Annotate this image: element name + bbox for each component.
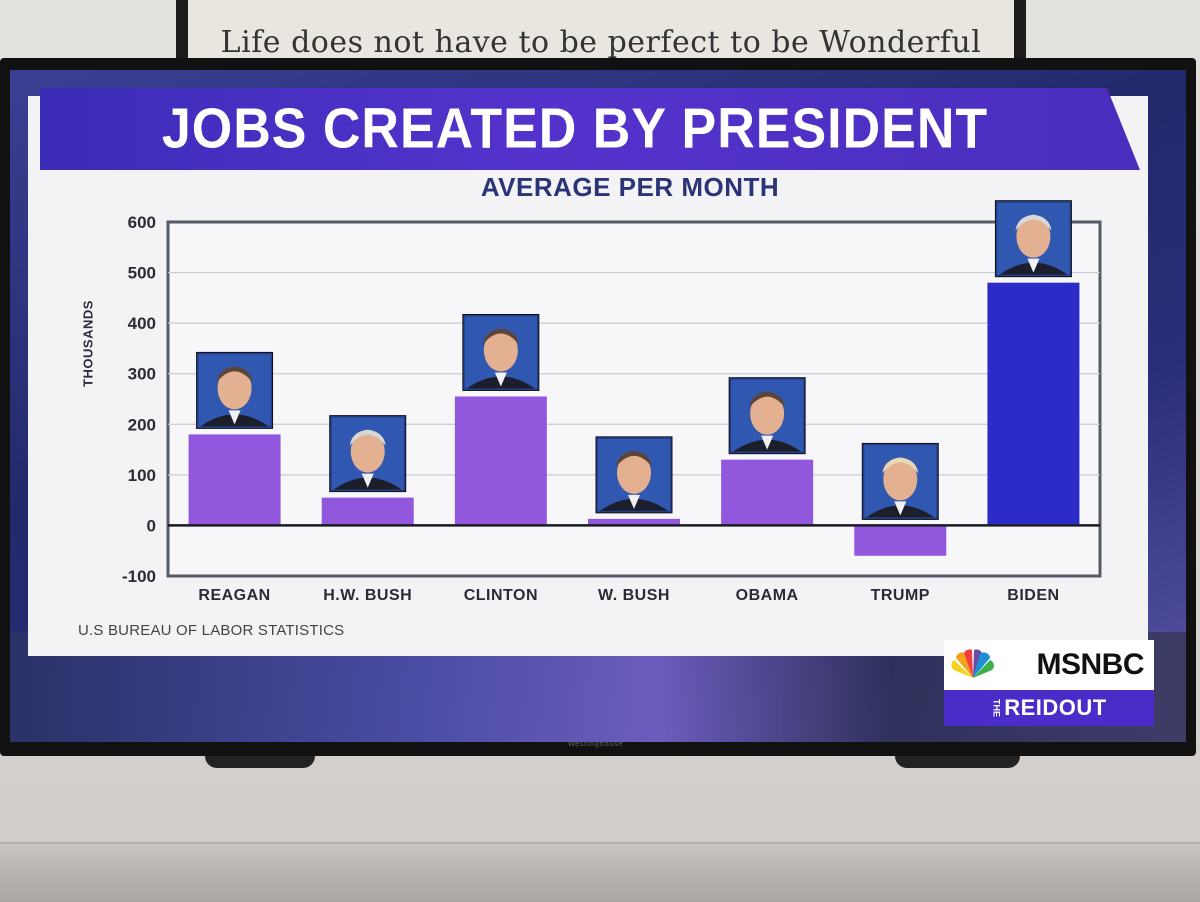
x-category-label: CLINTON <box>464 587 538 604</box>
tv-stand-left <box>205 752 315 768</box>
wall-sign-text: Life does not have to be perfect to be W… <box>220 25 982 60</box>
y-tick-label: 500 <box>128 264 156 283</box>
portrait-face <box>1016 215 1051 258</box>
bar <box>854 525 947 556</box>
show-logo: THE REIDOUT <box>944 690 1154 726</box>
portrait-obama <box>728 377 806 455</box>
show-name: REIDOUT <box>1004 695 1107 720</box>
y-tick-label: 600 <box>128 213 156 232</box>
x-category-label: W. BUSH <box>598 587 670 604</box>
portrait-collar <box>228 410 241 425</box>
portrait-face <box>617 451 651 494</box>
bar <box>721 459 814 526</box>
y-tick-label: 300 <box>128 365 156 384</box>
tv-stand-right <box>895 752 1020 768</box>
y-tick-label: -100 <box>122 567 156 586</box>
bars <box>188 282 1080 556</box>
bar <box>588 518 680 526</box>
chart-subtitle: AVERAGE PER MONTH <box>480 172 780 202</box>
labels: 600 500 400 300 200 100 0 -100 REAGAN H.W. BUSH CL… <box>122 213 1059 604</box>
portrait-reagan <box>196 351 274 429</box>
y-tick-label: 100 <box>128 466 156 485</box>
network-logo-top: MSNBC <box>944 640 1154 690</box>
portrait-collar <box>494 372 507 387</box>
portrait-collar <box>894 501 907 516</box>
wall-sign-board: Life does not have to be perfect to be W… <box>188 0 1014 64</box>
x-category-label: REAGAN <box>198 587 270 604</box>
source-note: U.S BUREAU OF LABOR STATISTICS <box>78 622 345 639</box>
portrait-face <box>217 367 252 410</box>
x-category-label: TRUMP <box>871 587 930 604</box>
shelf <box>0 842 1200 902</box>
x-category-label: OBAMA <box>736 587 799 604</box>
network-name: MSNBC <box>1036 648 1145 681</box>
portrait-biden <box>994 200 1072 278</box>
network-logo: MSNBC THE REIDOUT <box>944 640 1154 728</box>
bar <box>188 434 281 526</box>
wall-sign: Life does not have to be perfect to be W… <box>176 0 1026 78</box>
title-banner <box>40 88 1140 170</box>
portrait-face <box>483 329 518 372</box>
y-tick-label: 400 <box>128 314 156 333</box>
y-tick-label: 0 <box>147 516 156 535</box>
portraits <box>196 200 1072 520</box>
portrait-hair <box>882 457 919 474</box>
portrait-hair <box>216 366 253 383</box>
portrait-collar <box>761 435 774 450</box>
portrait-collar <box>1027 258 1040 273</box>
peacock-icon <box>951 649 994 678</box>
show-prefix: THE <box>991 699 1002 717</box>
portrait-hair <box>1015 214 1052 231</box>
x-category-label: H.W. BUSH <box>323 587 412 604</box>
portrait-face <box>350 430 385 473</box>
bar <box>321 497 414 526</box>
portrait-trump <box>861 442 939 520</box>
chart-title: JOBS CREATED BY PRESIDENT <box>161 97 989 161</box>
portrait-clinton <box>462 313 540 391</box>
portrait-hair <box>749 391 786 408</box>
bar <box>454 396 547 526</box>
y-tick-label: 200 <box>128 415 156 434</box>
x-category-label: BIDEN <box>1007 587 1059 604</box>
portrait-face <box>883 458 918 501</box>
portrait-face <box>750 392 785 435</box>
bar <box>987 282 1080 526</box>
portrait-hair <box>616 450 652 467</box>
portrait-hair <box>349 429 386 446</box>
portrait-h-w-bush <box>329 415 407 493</box>
tv-brand-label: Westinghouse <box>568 740 624 748</box>
portrait-w-bush <box>595 436 673 514</box>
portrait-collar <box>628 494 640 509</box>
portrait-hair <box>482 328 519 345</box>
portrait-collar <box>361 473 374 488</box>
